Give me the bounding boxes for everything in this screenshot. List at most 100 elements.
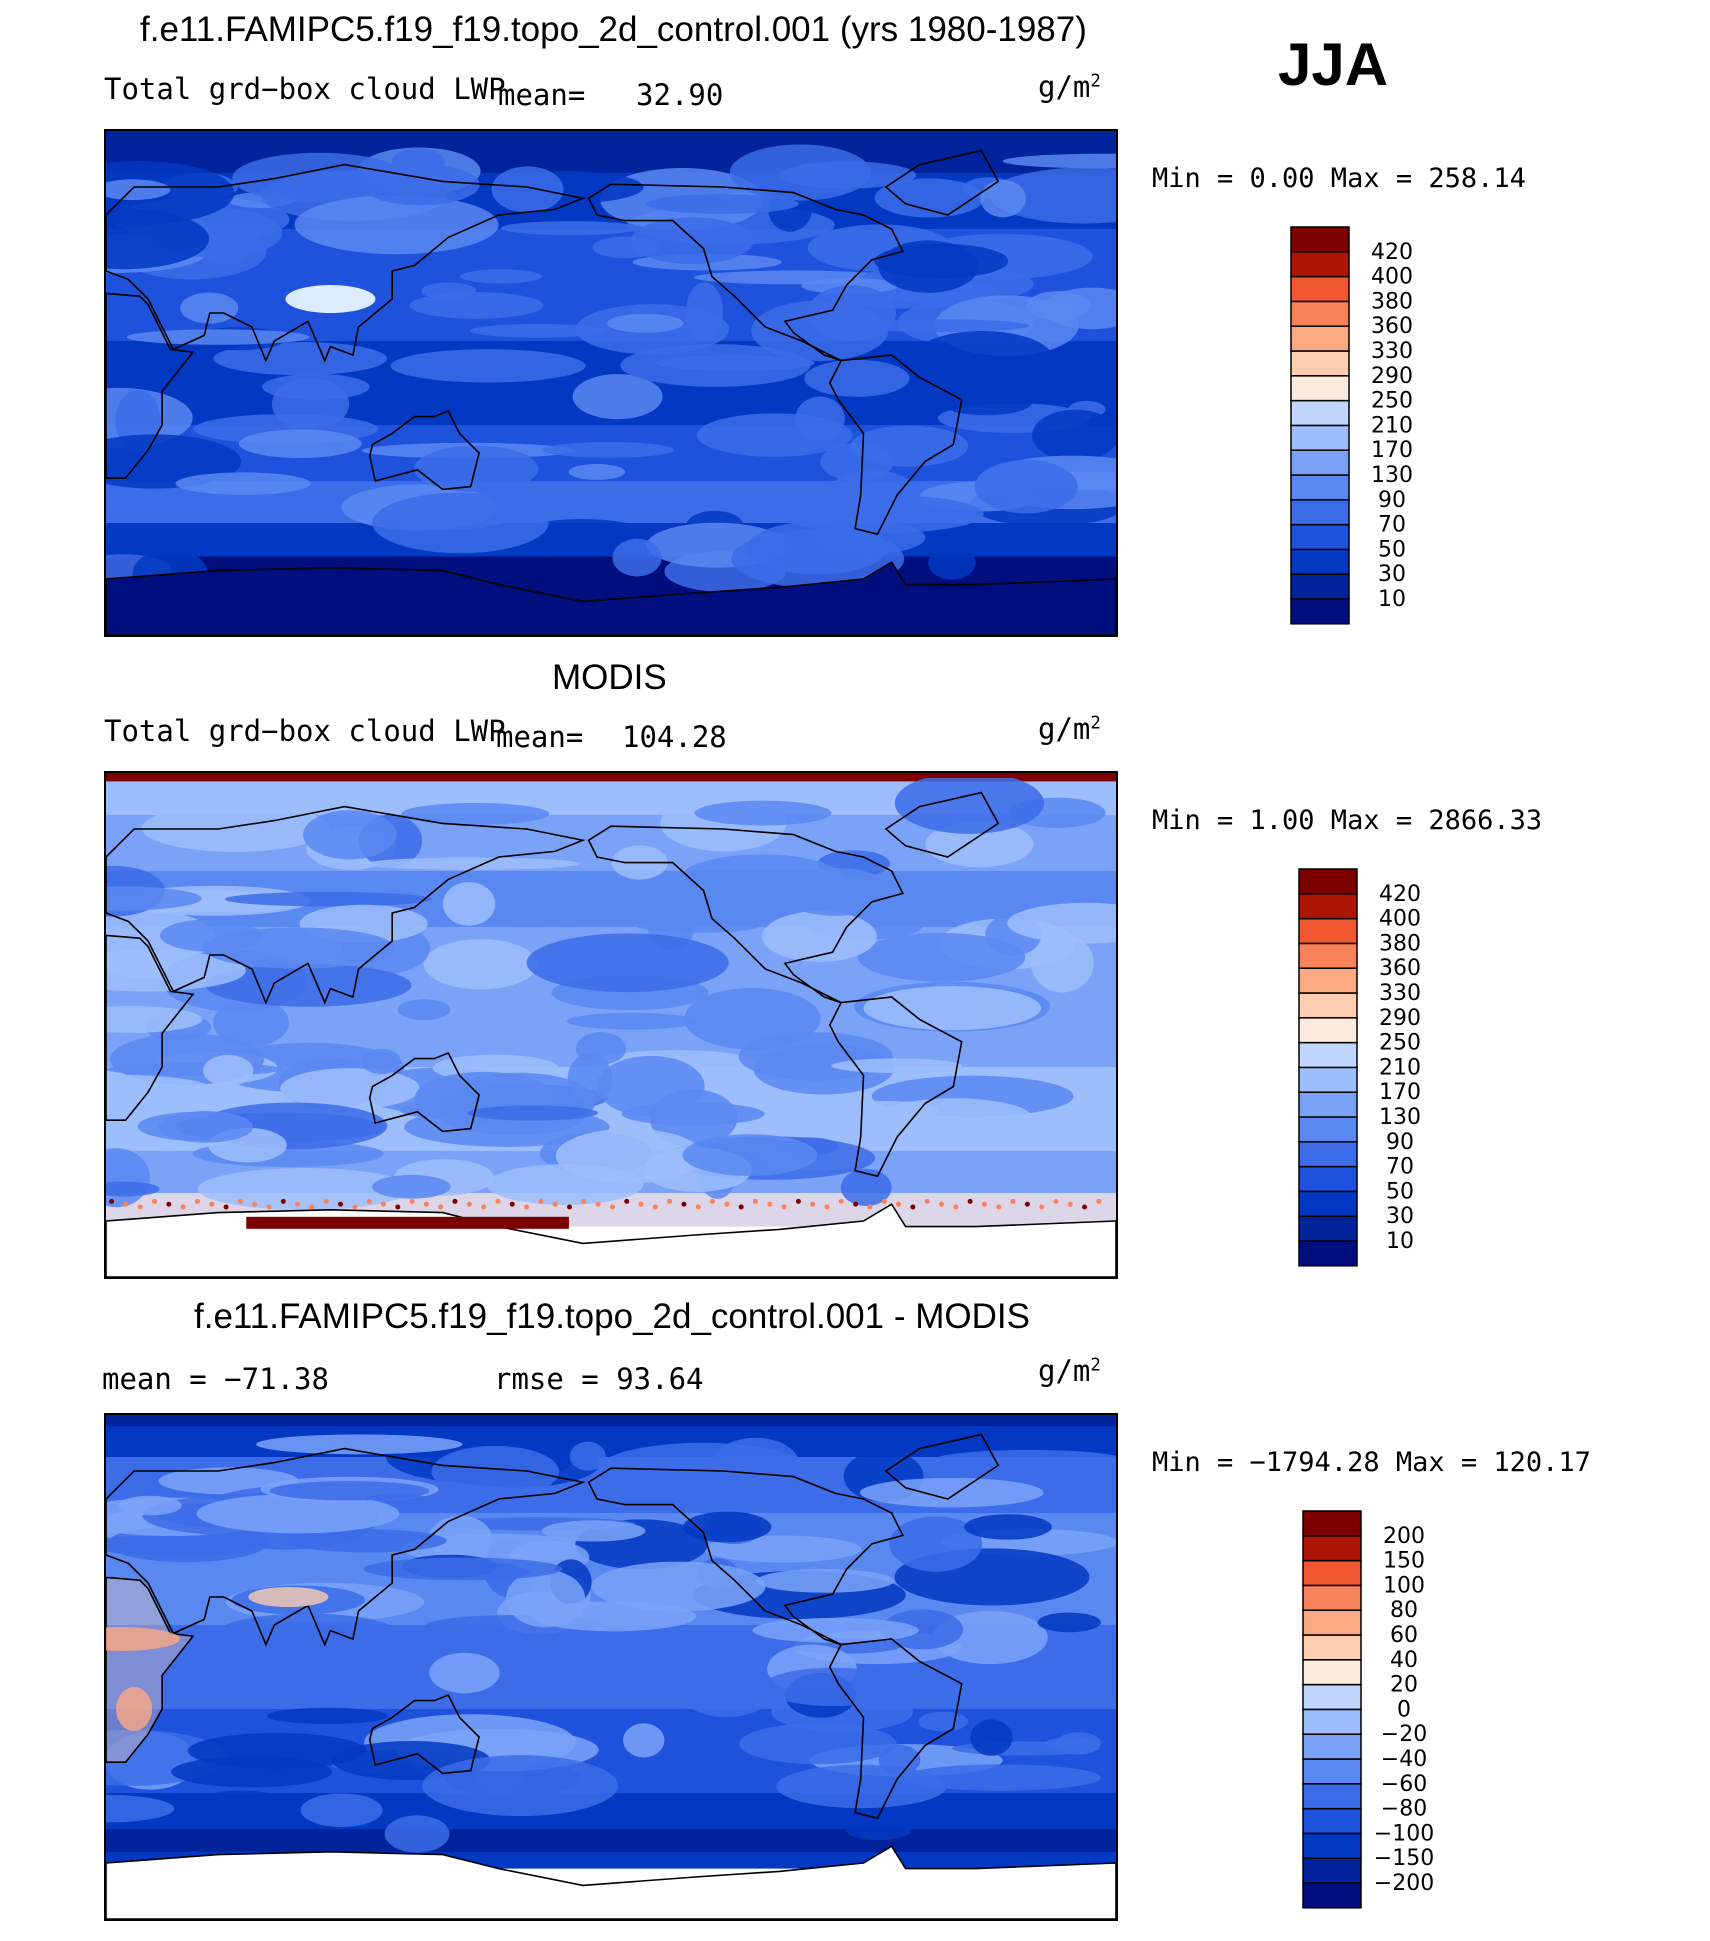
panel-2-colorbar-label: 210 bbox=[1379, 1055, 1421, 1080]
panel-2-noise-point bbox=[624, 1198, 630, 1204]
panel-3-contour-region bbox=[422, 1755, 619, 1817]
panel-2-noise-point bbox=[495, 1198, 501, 1204]
panel-2-noise-point bbox=[438, 1204, 444, 1210]
panel-1-colorbar-box bbox=[1290, 499, 1350, 526]
panel-1-contour-region bbox=[360, 164, 480, 206]
panel-3-contour-region bbox=[591, 1561, 766, 1612]
panel-3-coastline-antarctica bbox=[106, 1845, 1116, 1919]
panel-1-coastline-africa bbox=[106, 292, 195, 480]
panel-1-contour-region bbox=[276, 492, 321, 517]
panel-2-field bbox=[106, 773, 1116, 1277]
panel-2-noise-point bbox=[1039, 1204, 1045, 1210]
panel-2-noise-point bbox=[810, 1201, 816, 1207]
panel-3-colorbar-label: −20 bbox=[1381, 1722, 1427, 1747]
panel-2-contour-region bbox=[361, 1048, 402, 1075]
panel-2-colorbar-label: 360 bbox=[1379, 956, 1421, 981]
panel-2-noise-point bbox=[781, 1204, 787, 1210]
panel-1-colorbar-label: 50 bbox=[1378, 537, 1406, 562]
panel-2-noise-point bbox=[767, 1201, 773, 1207]
panel-2-contour-region bbox=[632, 915, 764, 933]
panel-2-contour-region bbox=[397, 999, 451, 1021]
panel-1-variable-label: Total grd−box cloud LWP bbox=[104, 72, 506, 106]
panel-2-colorbar-label: 250 bbox=[1379, 1031, 1421, 1056]
panel-3-colorbar-box bbox=[1302, 1535, 1362, 1562]
panel-1-contour-region bbox=[491, 166, 564, 213]
panel-3-contour-region bbox=[269, 1481, 430, 1501]
panel-1-coastline-greenland bbox=[884, 149, 1000, 216]
panel-3-contour-region bbox=[215, 1613, 400, 1656]
panel-2-colorbar-label: 420 bbox=[1379, 882, 1421, 907]
panel-3-colorbar-label: 0 bbox=[1397, 1697, 1411, 1722]
panel-2-contour-region bbox=[401, 802, 550, 825]
panel-2-colorbar-box bbox=[1298, 917, 1358, 945]
panel-2-noise-point bbox=[481, 1204, 487, 1210]
panel-2-colorbar-label: 130 bbox=[1379, 1105, 1421, 1130]
panel-1-colorbar-box bbox=[1290, 523, 1350, 551]
panel-2-noise-point bbox=[967, 1198, 973, 1204]
panel-2-colorbar-box bbox=[1298, 1215, 1358, 1242]
panel-1-coastline-n_america bbox=[587, 183, 904, 362]
panel-2-contour-region bbox=[1007, 902, 1116, 944]
panel-1-colorbar-label: 360 bbox=[1371, 314, 1413, 339]
panel-3-contour-region bbox=[428, 1515, 493, 1563]
panel-2-colorbar-label: 290 bbox=[1379, 1006, 1421, 1031]
panel-3-contour-region bbox=[431, 1445, 560, 1498]
panel-1-colorbar-box bbox=[1290, 424, 1350, 451]
panel-2-noise-point bbox=[924, 1198, 930, 1204]
panel-3-units: g/m2 bbox=[1038, 1354, 1101, 1388]
panel-2-colorbar-label: 330 bbox=[1379, 981, 1421, 1006]
panel-1-colorbar-label: 400 bbox=[1371, 265, 1413, 290]
panel-2-noise-point bbox=[681, 1201, 687, 1207]
panel-3-contour-region bbox=[776, 1764, 947, 1809]
panel-2-coastline-s_america bbox=[828, 996, 963, 1178]
panel-2-contour-region bbox=[442, 882, 496, 926]
panel-2-noise-point bbox=[867, 1204, 873, 1210]
panel-1-contour-region bbox=[980, 179, 1026, 218]
panel-3-contour-region bbox=[756, 1569, 895, 1593]
panel-2-noise-point bbox=[295, 1201, 301, 1207]
panel-2-colorbar-box bbox=[1298, 1091, 1358, 1118]
panel-2-noise-point bbox=[724, 1201, 730, 1207]
panel-2-noise-point bbox=[824, 1204, 830, 1210]
panel-3-contour-region bbox=[266, 1707, 388, 1724]
panel-1-contour-region bbox=[813, 520, 926, 554]
panel-1-contour-region bbox=[413, 445, 539, 493]
panel-2-contour-region bbox=[202, 927, 395, 969]
panel-1-contour-region bbox=[126, 329, 310, 345]
panel-3-colorbar-label: 40 bbox=[1390, 1648, 1418, 1673]
panel-3-colorbar-label: 100 bbox=[1383, 1573, 1425, 1598]
panel-1-colorbar-box bbox=[1290, 350, 1350, 377]
panel-2-colorbar-label: 400 bbox=[1379, 907, 1421, 932]
panel-1-contour-region bbox=[294, 195, 499, 255]
panel-3-contour-region bbox=[970, 1719, 1013, 1756]
panel-2-colorbar-label: 70 bbox=[1386, 1155, 1414, 1180]
panel-2-colorbar-box bbox=[1298, 1066, 1358, 1093]
panel-3-colorbar-label: −150 bbox=[1374, 1846, 1434, 1871]
panel-3-coastline-europe_asia bbox=[106, 1447, 586, 1647]
panel-1-colorbar-label: 420 bbox=[1371, 240, 1413, 265]
panel-3-title: f.e11.FAMIPC5.f19_f19.topo_2d_control.00… bbox=[194, 1297, 1030, 1336]
panel-1-colorbar-box bbox=[1290, 251, 1350, 278]
panel-3-colorbar-box bbox=[1302, 1634, 1362, 1661]
season-label: JJA bbox=[1278, 31, 1389, 98]
panel-1-contour-region bbox=[874, 178, 985, 218]
panel-2-noise-point bbox=[795, 1198, 801, 1204]
panel-2-noise-point bbox=[996, 1204, 1002, 1210]
panel-2-noise-point bbox=[566, 1204, 572, 1210]
panel-1-colorbar-box bbox=[1290, 375, 1350, 402]
panel-1-contour-region bbox=[372, 492, 549, 554]
panel-2-colorbar-box bbox=[1298, 868, 1358, 895]
panel-1-field bbox=[106, 131, 1116, 635]
panel-2-noise-point bbox=[910, 1204, 916, 1210]
panel-2-colorbar-box bbox=[1298, 992, 1358, 1019]
panel-2-polar-strip bbox=[106, 773, 1116, 778]
panel-3-colorbar-box bbox=[1302, 1584, 1362, 1611]
panel-3-contour-region bbox=[429, 1652, 500, 1694]
panel-2-noise-point bbox=[509, 1201, 515, 1207]
panel-2-noise-point bbox=[552, 1201, 558, 1207]
panel-2-contour-region bbox=[106, 886, 202, 911]
panel-2-noise-point bbox=[323, 1198, 329, 1204]
panel-3-field-band bbox=[106, 1415, 1116, 1427]
panel-1-coastline-s_america bbox=[828, 354, 963, 536]
